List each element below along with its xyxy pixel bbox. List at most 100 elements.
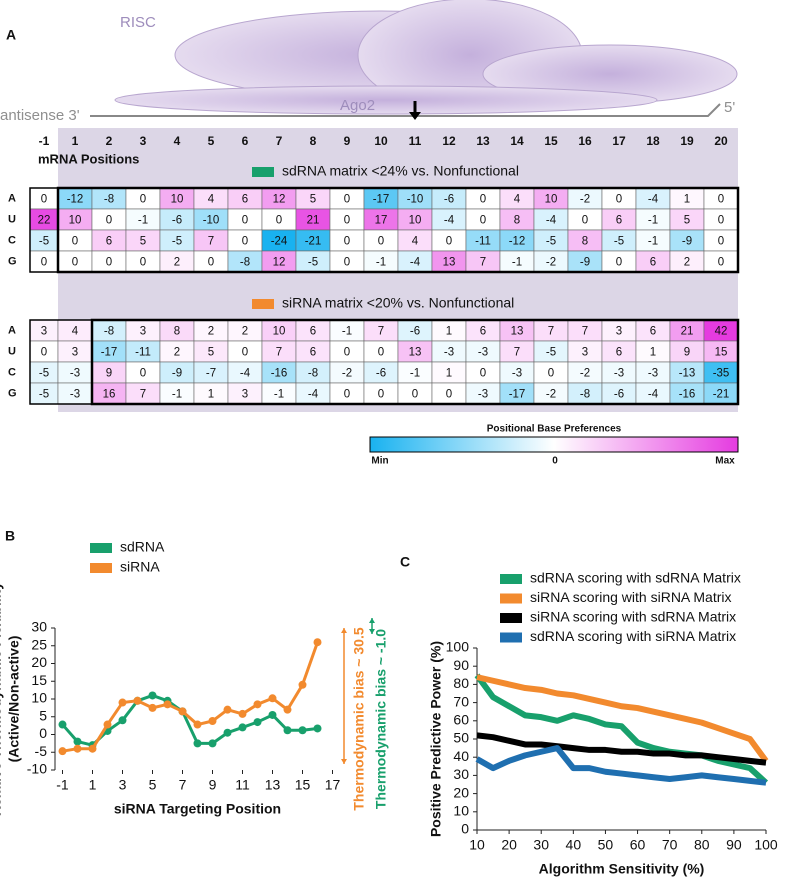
column-label: 17: [612, 134, 626, 148]
cell-label: -10: [203, 215, 220, 227]
cell-label: -35: [713, 368, 730, 380]
cell-label: 6: [242, 194, 248, 206]
cell-label: 21: [307, 215, 320, 227]
point: [118, 698, 127, 707]
point: [253, 718, 262, 727]
y-tick-label: 70: [453, 693, 469, 709]
legend-swatch: [252, 167, 274, 177]
cell-label: 8: [174, 326, 180, 338]
colorbar-label: 0: [552, 456, 558, 467]
cell-label: -4: [410, 257, 421, 269]
y-tick-label: 30: [31, 619, 47, 635]
cell-label: 4: [208, 194, 215, 206]
point: [88, 744, 97, 753]
cell-label: 6: [616, 215, 622, 227]
point: [73, 744, 82, 753]
y-tick-label: 30: [453, 766, 469, 782]
cell-label: -8: [308, 368, 318, 380]
point: [148, 691, 157, 700]
cell-label: -5: [308, 257, 318, 269]
cell-label: 4: [412, 236, 419, 248]
point: [133, 696, 142, 705]
cell-label: -1: [274, 389, 284, 401]
cell-label: 0: [242, 347, 248, 359]
column-label: 5: [208, 134, 215, 148]
cell-label: 0: [140, 194, 146, 206]
row-label: U: [8, 345, 16, 357]
cell-label: -6: [614, 389, 624, 401]
cell-label: 2: [208, 326, 214, 338]
series-line: [476, 732, 767, 766]
column-label: 6: [242, 134, 249, 148]
cell-label: -8: [240, 257, 250, 269]
cell-label: -1: [172, 389, 182, 401]
legend-swatch: [90, 563, 112, 573]
ago2-shape: [114, 85, 658, 115]
cell-label: 0: [344, 257, 350, 269]
cell-label: 5: [208, 347, 214, 359]
panel-letter: A: [6, 27, 16, 43]
cell-label: 17: [375, 215, 388, 227]
cell-label: 5: [684, 215, 690, 227]
cell-label: -5: [546, 236, 556, 248]
cell-label: 0: [106, 215, 112, 227]
panel-letter: C: [400, 554, 410, 570]
cell-label: 3: [41, 326, 47, 338]
arrowhead: [369, 629, 375, 634]
point: [58, 720, 67, 729]
cell-label: 1: [208, 389, 214, 401]
legend-label: siRNA scoring with siRNA Matrix: [530, 589, 732, 605]
cell-label: 21: [681, 326, 694, 338]
cell-label: -8: [580, 389, 590, 401]
x-tick-label: 15: [295, 777, 311, 793]
columns-label: mRNA Positions: [38, 151, 139, 166]
cell-label: -8: [104, 326, 114, 338]
legend-swatch: [90, 543, 112, 553]
cell-label: 0: [344, 194, 350, 206]
x-tick-label: 10: [469, 837, 485, 853]
cell-label: 0: [616, 257, 622, 269]
cell-label: 8: [514, 215, 520, 227]
cell-label: 0: [344, 236, 350, 248]
series-line: [475, 745, 767, 786]
cell-label: -9: [580, 257, 590, 269]
y-tick-label: -10: [27, 761, 47, 777]
point: [238, 723, 247, 732]
ago2-label: Ago2: [340, 97, 375, 114]
point: [178, 707, 187, 716]
cell-label: 1: [684, 194, 690, 206]
cell-label: 1: [446, 326, 452, 338]
row-label: C: [8, 234, 16, 246]
cell-label: -17: [101, 347, 118, 359]
cell-label: -11: [475, 236, 491, 248]
cell-label: -24: [271, 236, 288, 248]
cell-label: 3: [616, 326, 622, 338]
point: [283, 705, 292, 714]
y-tick-label: 100: [446, 639, 470, 655]
row-label: G: [8, 387, 17, 399]
cell-label: 0: [208, 257, 214, 269]
x-tick-label: 100: [754, 837, 778, 853]
cell-label: 7: [208, 236, 214, 248]
cell-label: 12: [273, 194, 286, 206]
legend-label: sdRNA: [120, 539, 165, 555]
point: [298, 680, 307, 689]
cell-label: 0: [718, 194, 724, 206]
cell-label: -21: [713, 389, 730, 401]
cell-label: 0: [276, 215, 282, 227]
y-axis-label: Positive Predictive Power (%): [428, 641, 444, 837]
cell-label: -17: [373, 194, 390, 206]
x-tick-label: 7: [179, 777, 187, 793]
cell-label: 42: [715, 326, 728, 338]
cell-label: -2: [546, 257, 556, 269]
legend-swatch: [500, 593, 522, 604]
cell-label: 2: [174, 347, 180, 359]
cell-label: 6: [106, 236, 112, 248]
cleavage-arrowhead: [409, 112, 421, 120]
cell-label: -12: [67, 194, 84, 206]
x-tick-label: 70: [662, 837, 678, 853]
legend-label: sdRNA scoring with sdRNA Matrix: [530, 570, 741, 586]
cell-label: 6: [310, 326, 316, 338]
y-tick-label: 10: [453, 803, 469, 819]
colorbar-label: Max: [715, 456, 735, 467]
